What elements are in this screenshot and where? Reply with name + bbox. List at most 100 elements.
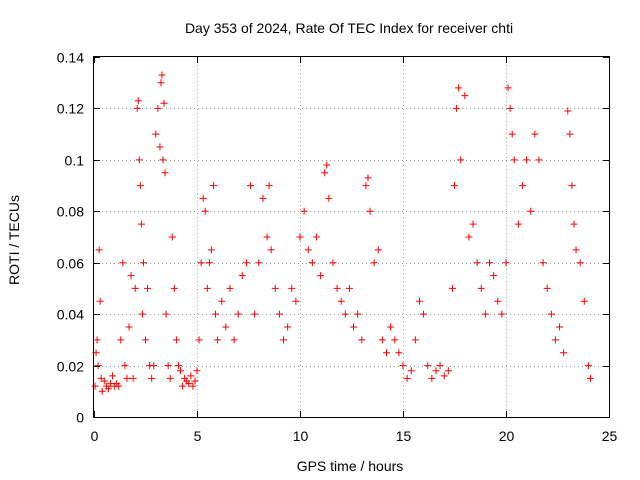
data-point: [187, 372, 195, 380]
data-point: [323, 161, 331, 169]
data-point: [333, 284, 341, 292]
x-tick-label: 15: [396, 428, 412, 444]
data-point: [584, 362, 592, 370]
data-point: [263, 233, 271, 241]
data-point: [444, 367, 452, 375]
data-point: [142, 336, 149, 344]
data-point: [473, 259, 481, 267]
data-point: [238, 272, 246, 280]
data-point: [161, 169, 169, 177]
y-tick-label: 0.1: [65, 153, 85, 169]
y-tick-label: 0.06: [57, 256, 84, 272]
plot-frame: [93, 56, 610, 418]
data-point: [518, 182, 526, 190]
data-point: [119, 259, 127, 267]
data-point: [457, 156, 465, 164]
data-point: [218, 297, 226, 305]
data-point: [95, 246, 103, 254]
data-point: [199, 194, 207, 202]
data-point: [157, 79, 165, 87]
data-point: [378, 336, 386, 344]
data-point: [267, 246, 275, 254]
data-point: [127, 272, 135, 280]
data-point: [234, 310, 242, 318]
data-point: [125, 323, 133, 331]
data-point: [387, 323, 395, 331]
data-point: [144, 284, 152, 292]
data-point: [214, 336, 222, 344]
data-point: [345, 284, 353, 292]
data-point: [172, 336, 180, 344]
data-points: [91, 71, 594, 395]
data-point: [502, 259, 510, 267]
data-point: [195, 336, 203, 344]
data-point: [115, 382, 123, 390]
data-point: [570, 220, 578, 228]
data-point: [477, 284, 485, 292]
y-tick-label: 0.12: [57, 101, 84, 117]
x-tick-label: 25: [602, 428, 618, 444]
data-point: [106, 380, 114, 388]
data-point: [212, 310, 220, 318]
data-point: [131, 284, 139, 292]
data-point: [136, 182, 144, 190]
data-point: [226, 284, 234, 292]
data-point: [391, 336, 399, 344]
data-point: [247, 182, 255, 190]
data-point: [174, 362, 182, 370]
data-point: [259, 194, 267, 202]
data-point: [139, 259, 147, 267]
data-point: [191, 377, 199, 385]
data-point: [135, 156, 143, 164]
data-point: [205, 259, 213, 267]
data-point: [370, 259, 378, 267]
data-point: [265, 182, 273, 190]
data-point: [288, 284, 296, 292]
data-point: [514, 220, 522, 228]
data-point: [321, 169, 329, 177]
data-point: [292, 297, 300, 305]
data-point: [407, 367, 415, 375]
data-point: [424, 362, 432, 370]
data-point: [383, 349, 391, 357]
data-point: [556, 323, 564, 331]
data-point: [374, 246, 382, 254]
data-point: [350, 323, 358, 331]
data-point: [308, 259, 316, 267]
data-point: [271, 284, 279, 292]
data-point: [168, 233, 176, 241]
data-point: [134, 97, 142, 105]
data-point: [296, 233, 304, 241]
data-point: [399, 362, 407, 370]
x-axis-label: GPS time / hours: [297, 458, 404, 474]
data-point: [109, 372, 117, 380]
data-point: [494, 297, 502, 305]
data-point: [547, 310, 555, 318]
data-point: [197, 259, 205, 267]
data-point: [137, 220, 145, 228]
data-point: [98, 387, 106, 395]
x-tick-label: 20: [499, 428, 515, 444]
data-point: [572, 246, 580, 254]
data-point: [461, 92, 469, 100]
data-point: [193, 367, 201, 375]
tick-labels: 0 5 10 15 20 25 0 0.02 0.04 0.06 0.08 0.1 0.12 0.14: [57, 50, 618, 445]
data-point: [312, 233, 320, 241]
data-point: [364, 174, 372, 182]
x-tick-label: 0: [91, 428, 99, 444]
data-point: [329, 259, 337, 267]
data-point: [358, 336, 366, 344]
data-point: [325, 194, 333, 202]
data-point: [415, 297, 423, 305]
data-point: [251, 310, 259, 318]
data-point: [586, 374, 594, 382]
data-point: [506, 104, 514, 112]
data-point: [104, 385, 112, 393]
data-point: [150, 362, 158, 370]
data-point: [154, 104, 162, 112]
data-point: [156, 143, 164, 151]
data-point: [159, 156, 167, 164]
data-point: [481, 310, 489, 318]
data-point: [123, 374, 131, 382]
data-point: [177, 367, 185, 375]
